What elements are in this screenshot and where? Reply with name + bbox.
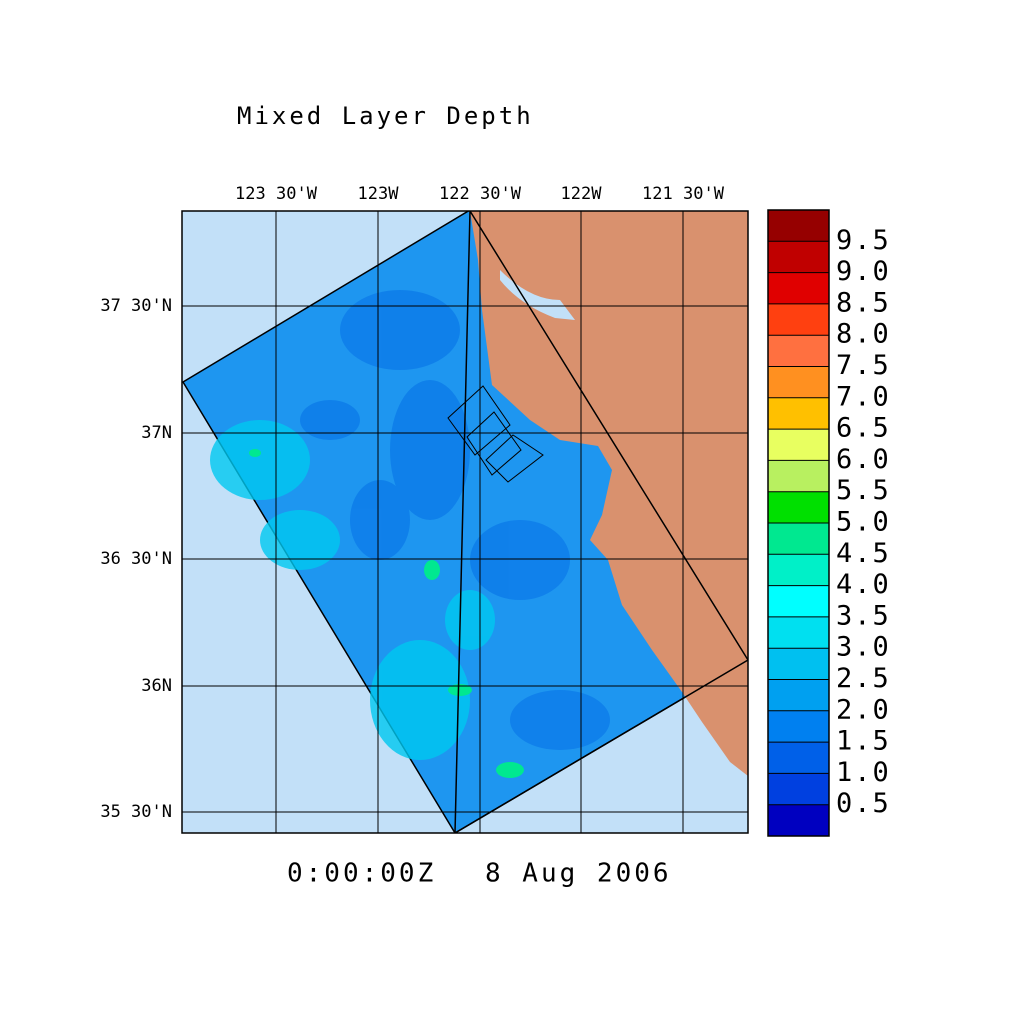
colorbar-band — [768, 366, 829, 399]
colorbar-band — [768, 679, 829, 712]
bay — [500, 270, 575, 320]
colorbar-label: 9.5 — [836, 225, 891, 256]
lon-label: 123W — [358, 184, 400, 204]
colorbar-label: 3.5 — [836, 600, 891, 631]
colorbar-band — [768, 585, 829, 618]
colorbar-label: 6.0 — [836, 444, 891, 475]
colorbar-band — [768, 773, 829, 806]
colorbar-band — [768, 241, 829, 274]
colorbar-band — [768, 429, 829, 461]
colorbar-label: 1.0 — [836, 757, 891, 788]
field-texture — [300, 290, 610, 750]
lon-label: 123 30'W — [235, 184, 318, 204]
colorbar-band — [768, 554, 829, 587]
lat-label: 35 30'N — [100, 802, 172, 822]
colorbar-band — [768, 397, 829, 430]
colorbar-band — [768, 710, 829, 743]
colorbar-label: 6.5 — [836, 413, 891, 444]
colorbar-band — [768, 648, 829, 680]
colorbar-band — [768, 335, 829, 367]
colorbar-label: 7.5 — [836, 350, 891, 381]
title: Mixed Layer Depth — [237, 102, 534, 130]
colorbar-label: 0.5 — [836, 788, 891, 819]
colorbar: 9.59.08.58.07.57.06.56.05.55.04.54.03.53… — [767, 209, 891, 837]
model-domain — [182, 211, 748, 833]
colorbar-label: 3.0 — [836, 632, 891, 663]
lon-label: 121 30'W — [642, 184, 725, 204]
date-label: 8 Aug 2006 — [485, 859, 672, 889]
lon-label: 122 30'W — [439, 184, 522, 204]
colorbar-label: 2.0 — [836, 694, 891, 725]
colorbar-label: 5.5 — [836, 475, 891, 506]
lat-label: 37 30'N — [100, 296, 172, 316]
colorbar-label: 1.5 — [836, 726, 891, 757]
colorbar-band — [768, 272, 829, 305]
colorbar-label: 4.0 — [836, 569, 891, 600]
colorbar-band — [768, 523, 829, 555]
colorbar-band — [768, 491, 829, 524]
colorbar-band — [768, 460, 829, 493]
colorbar-label: 2.5 — [836, 663, 891, 694]
colorbar-label: 8.0 — [836, 319, 891, 350]
field-texture — [249, 449, 524, 778]
colorbar-band — [768, 742, 829, 774]
land — [470, 211, 748, 776]
colorbar-band — [768, 616, 829, 649]
lat-label: 36 30'N — [100, 549, 172, 569]
field-texture — [210, 420, 495, 760]
colorbar-band — [768, 804, 829, 837]
domain-outline — [454, 211, 748, 833]
colorbar-label: 5.0 — [836, 507, 891, 538]
map-frame — [181, 210, 749, 834]
lat-label: 36N — [141, 676, 172, 696]
sub-boxes — [447, 385, 544, 483]
colorbar-label: 9.0 — [836, 256, 891, 287]
lat-label: 37N — [141, 423, 172, 443]
colorbar-label: 4.5 — [836, 538, 891, 569]
colorbar-label: 7.0 — [836, 381, 891, 412]
colorbar-label: 8.5 — [836, 287, 891, 318]
colorbar-band — [768, 303, 829, 336]
graticule: 123 30'W 123W 122 30'W 122W 121 30'W 37 30'N 3… — [100, 184, 748, 833]
time-label: 0:00:00Z — [287, 859, 436, 889]
lon-label: 122W — [561, 184, 603, 204]
colorbar-band — [768, 210, 829, 242]
